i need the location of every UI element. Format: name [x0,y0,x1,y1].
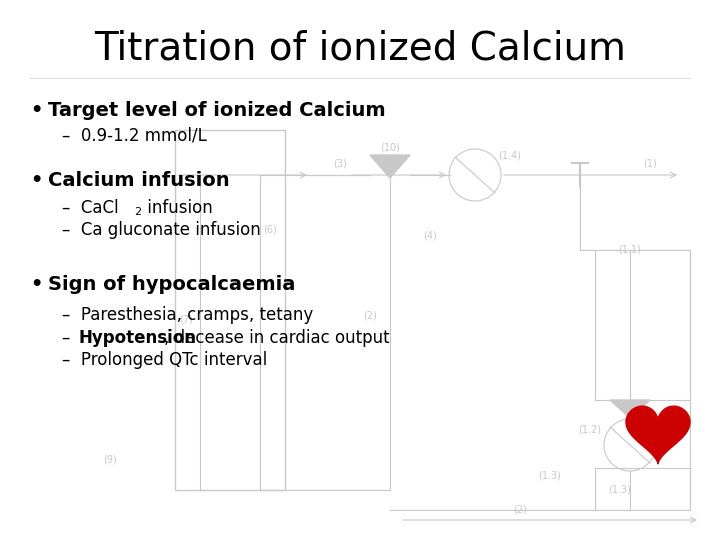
Text: Calcium infusion: Calcium infusion [48,171,230,190]
Text: –  0.9-1.2 mmol/L: – 0.9-1.2 mmol/L [62,126,207,144]
Text: –  Prolonged QTc interval: – Prolonged QTc interval [62,351,267,369]
Text: (1): (1) [643,158,657,168]
Text: infusion: infusion [142,199,212,217]
Text: (4): (4) [423,230,437,240]
Text: (3): (3) [333,158,347,168]
Text: •: • [30,171,42,190]
Bar [595,250,690,400]
Text: –: – [62,329,81,347]
Text: (9): (9) [103,455,117,465]
Text: (1.2): (1.2) [578,425,601,435]
Text: (6): (6) [263,225,277,235]
Text: (2): (2) [363,310,377,320]
Text: Sign of hypocalcaemia: Sign of hypocalcaemia [48,275,295,294]
Text: (10): (10) [380,143,400,153]
Polygon shape [610,400,650,418]
Text: Target level of ionized Calcium: Target level of ionized Calcium [48,100,386,119]
Polygon shape [626,406,690,464]
Text: (1.3): (1.3) [539,470,562,480]
Text: –  Paresthesia, cramps, tetany: – Paresthesia, cramps, tetany [62,306,313,324]
Text: 2: 2 [134,207,141,217]
Text: –  Ca gluconate infusion: – Ca gluconate infusion [62,221,261,239]
Text: –  CaCl: – CaCl [62,199,119,217]
Text: Hypotension: Hypotension [79,329,197,347]
Text: (1.1): (1.1) [618,245,642,255]
Text: (1.4): (1.4) [498,150,521,160]
Bar [175,130,285,490]
Polygon shape [370,155,410,178]
Bar [595,468,690,510]
Text: Titration of ionized Calcium: Titration of ionized Calcium [94,29,626,67]
Text: •: • [30,275,42,294]
Text: , decease in cardiac output: , decease in cardiac output [164,329,390,347]
Text: (7): (7) [179,315,193,325]
Text: •: • [30,100,42,119]
Text: (2): (2) [513,505,527,515]
Text: (1.3): (1.3) [608,485,631,495]
